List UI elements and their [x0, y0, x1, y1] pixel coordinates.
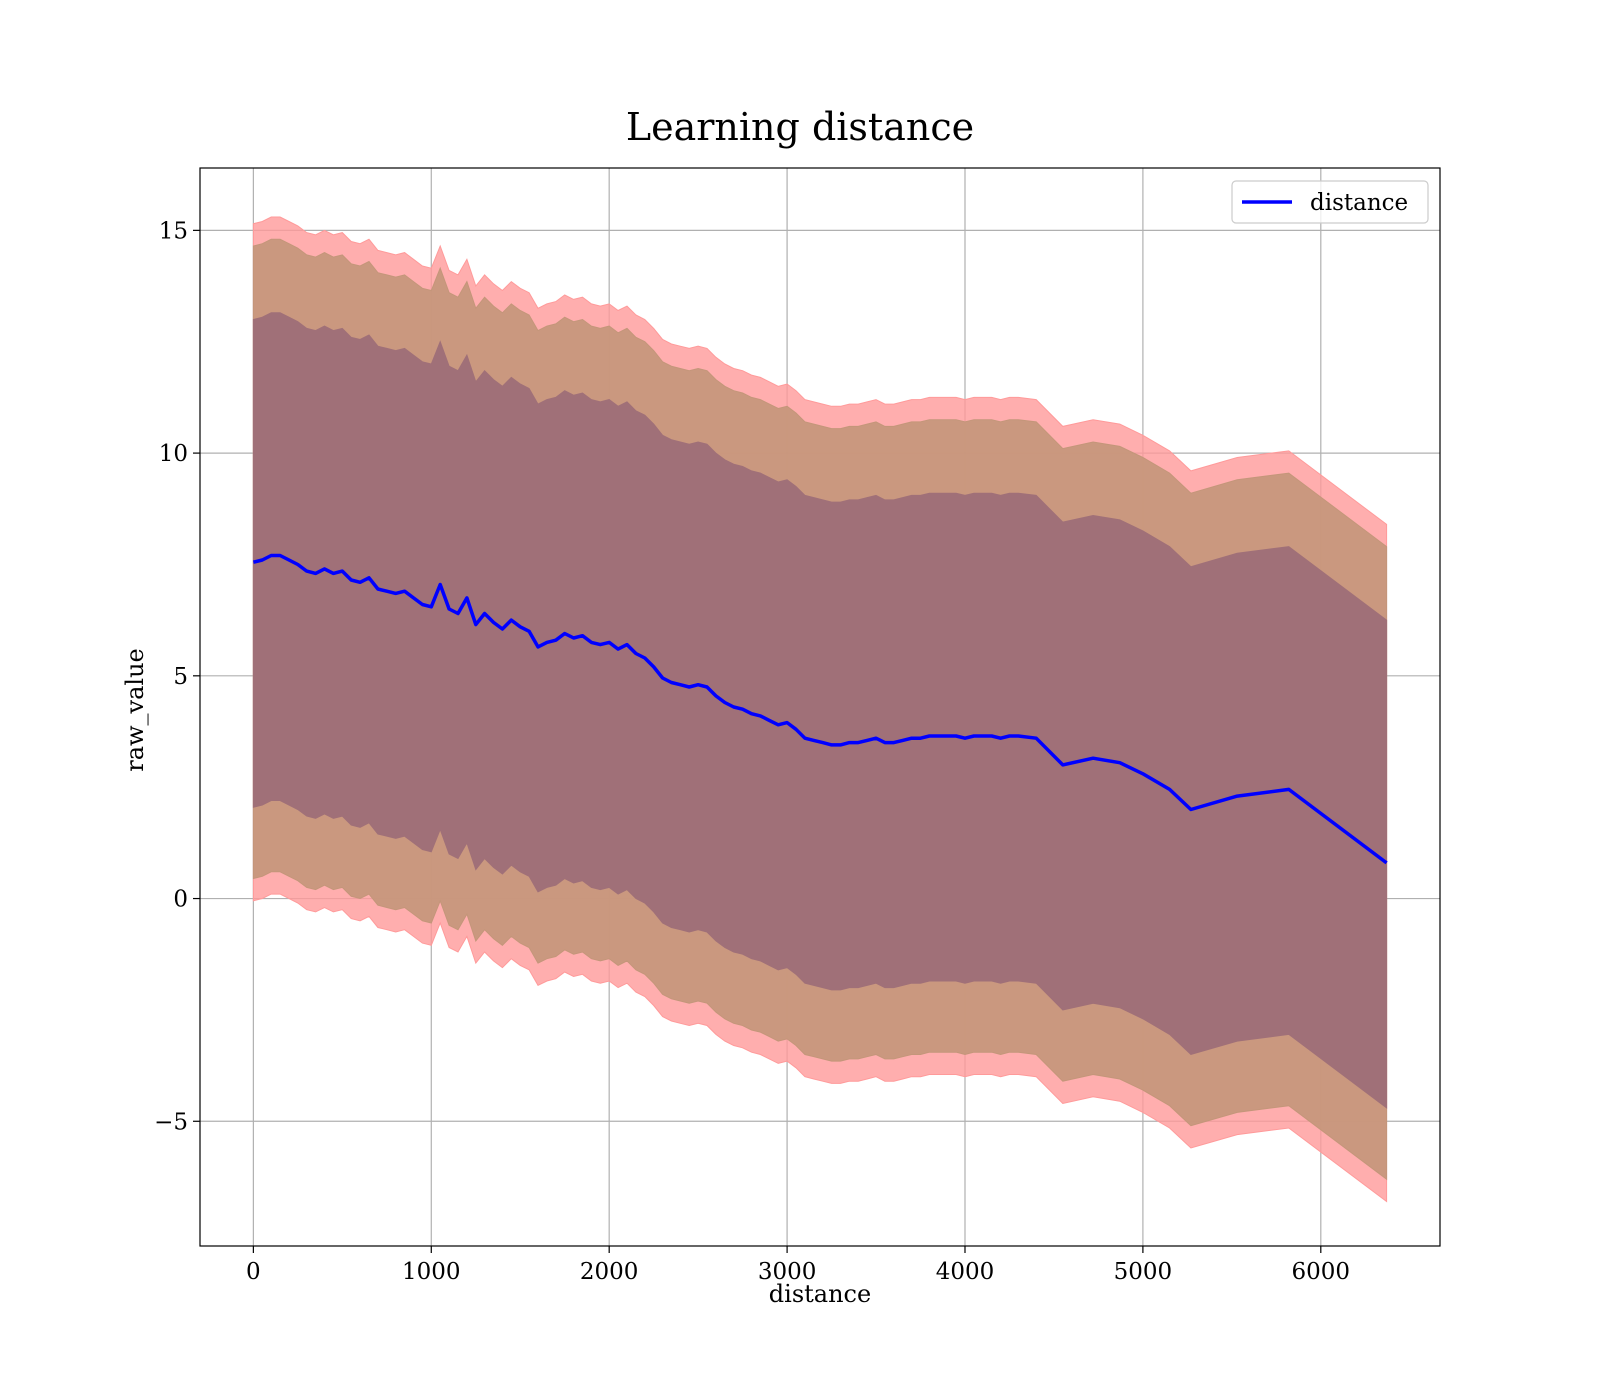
series-line-distance — [252, 553, 1388, 865]
y-tick-label: 5 — [173, 664, 188, 690]
y-tick-label: 15 — [159, 218, 188, 244]
plot-frame — [199, 167, 1441, 1247]
x-tick-label: 6000 — [1292, 1259, 1351, 1285]
chart-title: Learning distance — [626, 105, 974, 149]
x-tick-label: 0 — [246, 1259, 261, 1285]
y-axis-ticks: −5 0 5 10 15 — [154, 218, 200, 1135]
y-tick-label: 0 — [173, 887, 188, 913]
legend: distance — [1231, 180, 1429, 224]
y-axis-label: raw_value — [121, 648, 149, 772]
x-axis-ticks: 0 1000 2000 3000 4000 5000 6000 — [246, 1246, 1350, 1285]
y-tick-label: −5 — [154, 1109, 188, 1135]
x-tick-label: 5000 — [1114, 1259, 1173, 1285]
x-tick-label: 4000 — [936, 1259, 995, 1285]
x-axis-label: distance — [769, 1280, 871, 1308]
confidence-bands — [252, 216, 1388, 1203]
x-tick-label: 3000 — [758, 1259, 817, 1285]
legend-entry-distance: distance — [1310, 190, 1408, 216]
x-tick-label: 2000 — [580, 1259, 639, 1285]
series-lines — [252, 553, 1388, 865]
y-tick-label: 10 — [159, 441, 188, 467]
x-tick-label: 1000 — [402, 1259, 461, 1285]
legend-box — [1231, 180, 1429, 224]
band-inner — [252, 312, 1388, 1109]
